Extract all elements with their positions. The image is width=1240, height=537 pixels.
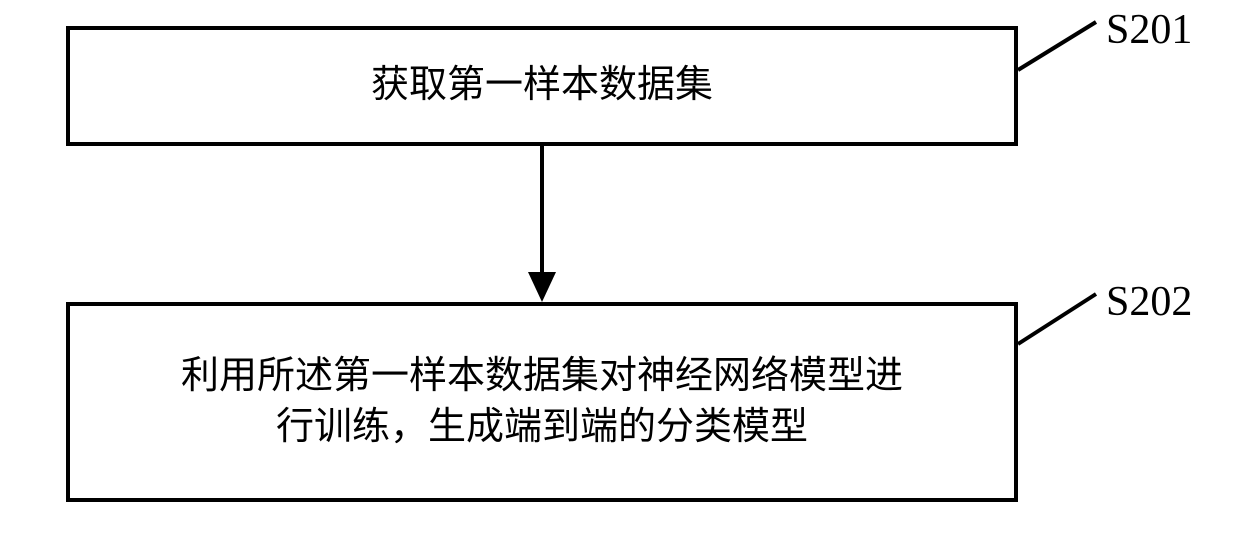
flowchart-canvas: 获取第一样本数据集 利用所述第一样本数据集对神经网络模型进 行训练，生成端到端的… (0, 0, 1240, 537)
label-s201: S201 (1106, 6, 1192, 54)
label-s202: S202 (1106, 278, 1192, 326)
node-s201: 获取第一样本数据集 (66, 26, 1018, 146)
node-s202: 利用所述第一样本数据集对神经网络模型进 行训练，生成端到端的分类模型 (66, 302, 1018, 502)
